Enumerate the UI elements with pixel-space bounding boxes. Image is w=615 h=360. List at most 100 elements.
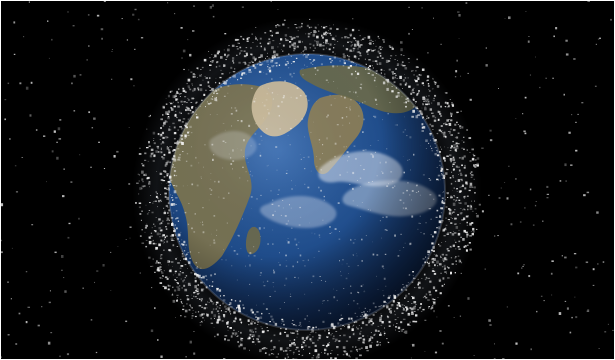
debris-ring-particle [245, 73, 247, 75]
debris-ring-particle [229, 310, 231, 313]
debris-ring-particle [433, 258, 436, 261]
debris-ring-particle [432, 257, 434, 260]
debris-ring-particle [280, 331, 282, 333]
debris-ring-particle [457, 179, 461, 182]
debris-ring-particle [247, 37, 250, 39]
debris-ring-particle [438, 129, 441, 132]
debris-front-particle [211, 143, 214, 146]
debris-ring-particle [344, 62, 346, 65]
debris-front-particle [360, 87, 362, 90]
debris-particle [154, 307, 156, 310]
debris-ring-particle [217, 50, 221, 53]
debris-particle [574, 296, 576, 298]
debris-ring-particle [187, 134, 190, 136]
debris-ring-particle [282, 44, 285, 47]
debris-particle [550, 272, 553, 275]
debris-ring-particle [438, 220, 442, 224]
debris-front-particle [235, 109, 238, 112]
debris-ring-particle [460, 186, 462, 188]
debris-ring-particle [261, 63, 264, 65]
debris-front-particle [429, 179, 432, 181]
debris-front-particle [296, 261, 299, 263]
debris-ring-particle [166, 277, 169, 281]
debris-ring-particle [242, 307, 245, 310]
debris-ring-particle [301, 22, 303, 25]
debris-ring-particle [174, 279, 176, 281]
debris-ring-particle [153, 201, 155, 202]
debris-ring-particle [299, 321, 302, 324]
debris-ring-particle [191, 315, 193, 317]
debris-ring-particle [240, 322, 242, 324]
debris-ring-particle [340, 317, 344, 320]
debris-front-particle [313, 257, 315, 258]
debris-ring-particle [135, 202, 137, 204]
debris-ring-particle [451, 212, 453, 214]
debris-ring-particle [282, 24, 284, 26]
debris-particle [604, 331, 607, 333]
debris-ring-particle [321, 26, 323, 28]
debris-ring-particle [436, 85, 440, 88]
debris-ring-particle [210, 61, 214, 63]
debris-ring-particle [454, 272, 456, 274]
debris-ring-particle [406, 83, 408, 85]
debris-ring-particle [440, 105, 442, 108]
debris-front-particle [290, 207, 292, 209]
debris-ring-particle [400, 54, 403, 56]
debris-ring-particle [216, 61, 218, 64]
debris-front-particle [350, 239, 352, 241]
debris-ring-particle [458, 174, 459, 175]
debris-ring-particle [220, 69, 222, 71]
debris-ring-particle [410, 92, 413, 95]
debris-front-particle [348, 91, 351, 93]
debris-ring-particle [186, 295, 189, 297]
debris-front-particle [191, 227, 193, 230]
debris-particle [50, 332, 53, 334]
debris-ring-particle [266, 330, 269, 332]
debris-particle [402, 55, 405, 56]
debris-ring-particle [343, 334, 346, 337]
debris-ring-particle [347, 324, 350, 326]
debris-ring-particle [184, 309, 188, 313]
debris-ring-particle [417, 281, 421, 285]
debris-ring-particle [196, 273, 199, 277]
debris-front-particle [214, 273, 216, 276]
debris-ring-particle [417, 77, 420, 80]
debris-ring-particle [463, 208, 465, 210]
debris-ring-particle [243, 347, 246, 350]
debris-ring-particle [350, 61, 353, 63]
debris-ring-particle [190, 102, 193, 103]
debris-ring-particle [347, 58, 350, 60]
debris-ring-particle [437, 174, 441, 177]
debris-front-particle [359, 102, 360, 104]
debris-ring-particle [176, 98, 179, 100]
debris-particle [455, 226, 459, 229]
debris-ring-particle [378, 37, 380, 39]
debris-front-particle [285, 265, 288, 267]
debris-front-particle [345, 146, 347, 148]
debris-ring-particle [459, 202, 462, 204]
debris-ring-particle [424, 279, 427, 281]
debris-front-particle [322, 153, 323, 154]
debris-ring-particle [420, 111, 422, 114]
debris-front-particle [245, 171, 247, 173]
debris-ring-particle [434, 264, 436, 267]
debris-ring-particle [210, 98, 213, 100]
debris-ring-particle [401, 312, 404, 314]
debris-particle [410, 344, 412, 345]
debris-ring-particle [332, 51, 334, 53]
debris-ring-particle [441, 200, 444, 201]
debris-ring-particle [461, 164, 463, 167]
debris-ring-particle [151, 227, 153, 229]
debris-particle [19, 82, 22, 85]
debris-front-particle [338, 238, 341, 240]
debris-ring-particle [177, 101, 179, 104]
debris-particle [316, 355, 318, 357]
debris-particle [43, 135, 46, 137]
debris-ring-particle [229, 327, 232, 329]
debris-ring-particle [342, 65, 345, 67]
debris-ring-particle [268, 41, 271, 44]
debris-front-particle [260, 194, 262, 196]
debris-ring-particle [336, 65, 338, 67]
debris-ring-particle [177, 156, 181, 159]
debris-ring-particle [429, 261, 431, 263]
